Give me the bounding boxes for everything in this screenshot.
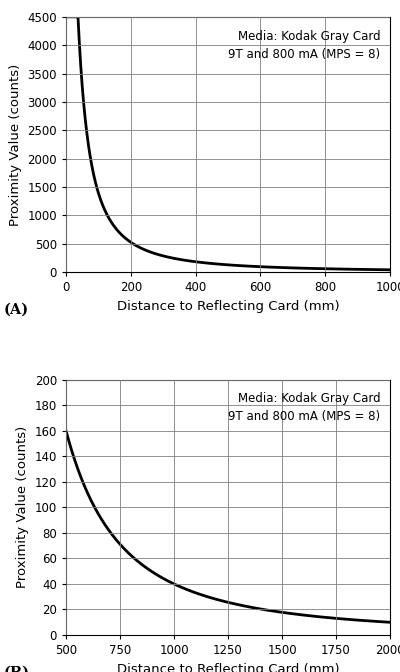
- X-axis label: Distance to Reflecting Card (mm): Distance to Reflecting Card (mm): [117, 300, 339, 313]
- Text: (B): (B): [4, 665, 30, 672]
- Y-axis label: Proximity Value (counts): Proximity Value (counts): [9, 63, 22, 226]
- Y-axis label: Proximity Value (counts): Proximity Value (counts): [16, 426, 29, 589]
- Text: Media: Kodak Gray Card
9T and 800 mA (MPS = 8): Media: Kodak Gray Card 9T and 800 mA (MP…: [228, 392, 380, 423]
- Text: Media: Kodak Gray Card
9T and 800 mA (MPS = 8): Media: Kodak Gray Card 9T and 800 mA (MP…: [228, 30, 380, 60]
- Text: (A): (A): [4, 302, 29, 317]
- X-axis label: Distance to Reflecting Card (mm): Distance to Reflecting Card (mm): [117, 663, 339, 672]
